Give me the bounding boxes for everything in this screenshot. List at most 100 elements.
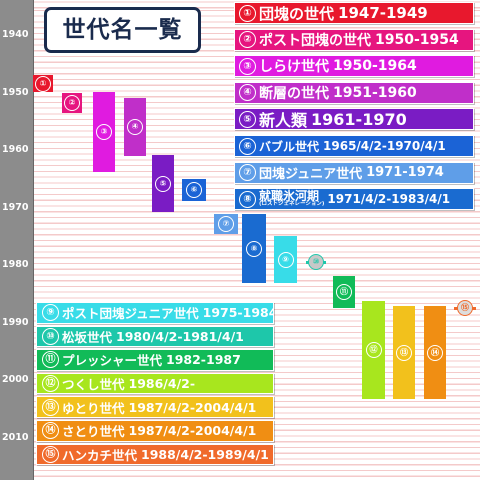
generation-name: 団塊ジュニア世代 [259,167,363,183]
generation-label: ⑮ ハンカチ世代 1988/4/2-1989/4/1 [36,443,274,466]
generation-bar: ⑮ [454,299,476,316]
generation-label: ① 団塊の世代 1947-1949 [234,2,474,24]
generation-name: ハンカチ世代 [62,447,138,463]
label-number-badge: ⑪ [42,351,59,369]
generation-period: 1982-1987 [166,352,241,368]
label-number-badge: ⑩ [42,327,59,345]
generation-bar: ④ [124,98,146,156]
label-number-badge: ⑨ [42,304,59,322]
axis-tick-label: 1990 [2,316,29,328]
generation-bar: ⑧ [242,214,266,283]
label-number-badge: ⑮ [42,445,59,463]
generation-name: 断層の世代 [259,85,329,102]
generation-label: ⑤ 新人類 1961-1970 [234,108,474,131]
generation-label: ③ しらけ世代 1950-1964 [234,55,474,78]
label-number-badge: ⑭ [42,422,59,440]
generation-bar: ⑫ [362,301,385,399]
generation-name: 団塊の世代 [259,4,335,23]
generation-number-badge: ④ [127,119,143,135]
generation-label: ④ 断層の世代 1951-1960 [234,81,474,104]
generation-name: ゆとり世代 [62,400,125,416]
generation-bar: ① [33,75,53,92]
generation-bar: ⑦ [214,214,238,234]
label-number-badge: ⑥ [239,137,256,155]
generation-bar: ⑨ [274,236,297,283]
generation-period: 1947-1949 [338,4,428,22]
axis-tick-label: 1950 [2,86,29,98]
label-number-badge: ⑫ [42,375,59,393]
generation-label: ⑧ 就職氷河期 (ロストジェネレーション) 1971/4/2-1983/4/1 [234,188,474,211]
axis-tick-label: 2000 [2,374,29,385]
generation-label: ⑩ 松坂世代 1980/4/2-1981/4/1 [36,325,274,348]
generation-name: 新人類 [259,111,308,131]
generation-name: プレッシャー世代 [62,353,163,369]
generation-number-badge: ⑬ [396,344,412,361]
generation-period: 1971/4/2-1983/4/1 [327,192,451,207]
generation-period: 1950-1964 [333,58,417,75]
generation-number-badge: ① [35,75,51,92]
generation-number-badge: ② [64,95,80,111]
generation-period: 1975-1984 [202,305,274,321]
axis-tick-label: 2010 [2,431,29,443]
generation-period: 1950-1954 [375,31,459,48]
generation-number-badge: ⑥ [186,182,202,198]
generation-bar: ⑥ [182,179,206,201]
label-number-badge: ④ [239,84,256,102]
axis-tick-label: 1960 [2,144,29,155]
generation-label: ⑨ ポスト団塊ジュニア世代 1975-1984 [36,302,274,324]
generation-label: ⑪ プレッシャー世代 1982-1987 [36,349,274,371]
generation-label: ⑦ 団塊ジュニア世代 1971-1974 [234,161,474,184]
generation-number-badge: ③ [96,124,112,140]
generation-bar: ⑬ [393,306,415,399]
generation-period: 1987/4/2-2004/4/1 [128,399,257,415]
generation-bar: ⑭ [424,306,446,399]
generation-label: ⑥ バブル世代 1965/4/2-1970/4/1 [234,135,474,157]
generation-bar: ⑩ [306,253,326,270]
generation-number-badge: ⑤ [155,175,171,192]
generation-period: 1951-1960 [333,84,417,101]
generation-number-badge: ⑫ [365,342,382,358]
generation-label: ② ポスト団塊の世代 1950-1954 [234,28,474,51]
label-number-badge: ⑦ [239,164,256,182]
label-number-badge: ⑤ [239,110,256,128]
generation-label: ⑬ ゆとり世代 1987/4/2-2004/4/1 [36,396,274,418]
axis-tick-label: 1970 [2,201,29,213]
generation-period: 1971-1974 [366,165,444,181]
generation-number-badge: ⑩ [308,253,324,270]
generation-name: さとり世代 [62,424,125,440]
label-number-badge: ③ [239,57,256,75]
generation-name: しらけ世代 [259,59,329,76]
year-axis: 1940 1950 1960 1970 1980 1990 2000 2010 [0,0,34,480]
generation-period: 1988/4/2-1989/4/1 [141,446,269,462]
generation-period: 1987/4/2-2004/4/1 [128,423,257,439]
axis-tick-label: 1940 [2,29,29,40]
generation-name: ポスト団塊ジュニア世代 [62,306,199,322]
generation-bar: ⑪ [333,276,355,308]
page-title: 世代名一覧 [44,7,201,53]
generation-number-badge: ⑧ [246,240,262,257]
generation-name: つくし世代 [62,377,125,393]
generation-number-badge: ⑪ [336,284,352,300]
generation-name: 就職氷河期 [259,189,320,204]
generation-period: 1961-1970 [311,109,407,129]
generation-period: 1980/4/2-1981/4/1 [116,328,244,344]
axis-tick-label: 1980 [2,259,29,270]
label-number-badge: ① [239,4,256,22]
generation-label: ⑭ さとり世代 1987/4/2-2004/4/1 [36,420,274,442]
generation-bar: ② [62,93,82,113]
generation-subname: (ロストジェネレーション) [259,201,325,208]
generation-number-badge: ⑨ [277,251,294,268]
generation-period: 1986/4/2- [128,376,196,392]
generation-number-badge: ⑮ [457,299,473,316]
label-number-badge: ② [239,31,256,49]
generation-number-badge: ⑦ [218,216,234,232]
label-number-badge: ⑧ [239,190,256,208]
label-number-badge: ⑬ [42,398,59,416]
generation-bar: ⑤ [152,155,174,212]
generation-name: 松坂世代 [62,329,113,345]
generation-period: 1965/4/2-1970/4/1 [323,139,446,153]
generation-number-badge: ⑭ [427,344,443,361]
generation-bar: ③ [93,92,115,172]
generation-name: バブル世代 [259,139,320,154]
generation-name: ポスト団塊の世代 [259,32,371,49]
